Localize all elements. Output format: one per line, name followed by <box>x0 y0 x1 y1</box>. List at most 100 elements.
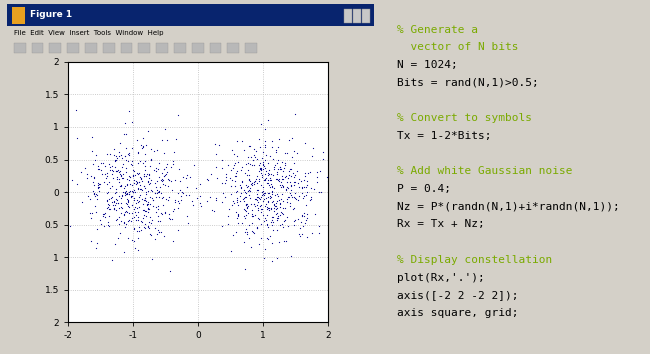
Point <box>163 198 174 203</box>
Point <box>144 219 155 225</box>
Point <box>262 180 272 186</box>
Point <box>242 204 253 209</box>
Point <box>114 193 124 199</box>
Point <box>292 168 302 173</box>
Point <box>150 190 161 195</box>
Point <box>221 171 231 176</box>
Point <box>250 203 260 209</box>
Point <box>155 185 166 190</box>
Point <box>286 253 296 258</box>
Point <box>144 231 155 236</box>
Point <box>229 183 240 189</box>
Point <box>120 183 131 188</box>
Point <box>107 183 117 189</box>
Point <box>140 221 150 227</box>
Point <box>133 179 144 185</box>
Text: % Convert to symbols: % Convert to symbols <box>397 113 532 123</box>
Point <box>253 187 263 193</box>
Point <box>239 206 250 211</box>
Point <box>142 199 153 205</box>
Point <box>265 206 276 212</box>
Point <box>266 205 276 211</box>
Point <box>292 216 303 222</box>
Point <box>140 167 150 172</box>
Point <box>250 196 260 202</box>
Point <box>129 238 140 244</box>
Bar <box>6 26 374 40</box>
Point <box>195 193 205 199</box>
Point <box>282 179 293 185</box>
Point <box>77 199 87 205</box>
Point <box>72 182 83 187</box>
Point <box>126 145 136 150</box>
Point <box>60 182 71 188</box>
Point <box>112 174 122 180</box>
Point <box>279 239 289 244</box>
Point <box>127 188 137 194</box>
Point <box>145 181 155 186</box>
Point <box>278 205 288 211</box>
Point <box>259 190 270 196</box>
Point <box>280 205 291 211</box>
Point <box>276 173 287 179</box>
Point <box>153 174 164 180</box>
Point <box>176 193 187 199</box>
Point <box>287 135 297 141</box>
Point <box>98 160 108 166</box>
Point <box>92 196 103 202</box>
Point <box>255 165 265 171</box>
Point <box>124 204 134 209</box>
Point <box>109 146 119 152</box>
Point <box>175 188 185 193</box>
Point <box>272 217 282 222</box>
Point <box>237 138 247 143</box>
Point <box>159 150 169 156</box>
Point <box>128 173 138 179</box>
Point <box>138 198 149 203</box>
Point <box>118 211 129 216</box>
Point <box>152 231 162 237</box>
Point <box>233 220 244 225</box>
Point <box>272 216 282 221</box>
Point <box>114 153 124 159</box>
Point <box>104 202 114 208</box>
Point <box>138 201 148 207</box>
Point <box>146 188 157 194</box>
Point <box>227 177 237 183</box>
Point <box>280 162 291 168</box>
Point <box>246 201 256 206</box>
Point <box>242 184 253 190</box>
Point <box>294 176 305 182</box>
Point <box>312 179 322 185</box>
Point <box>148 197 159 203</box>
Point <box>88 190 99 196</box>
Point <box>260 165 270 171</box>
Point <box>276 167 286 172</box>
Point <box>261 168 272 174</box>
Point <box>132 197 142 203</box>
Point <box>127 202 137 208</box>
Point <box>135 175 146 181</box>
Point <box>102 219 112 225</box>
Point <box>231 197 242 203</box>
Point <box>233 202 244 207</box>
Text: Nz = P*(randn(N,1)+i*randn(N,1));: Nz = P*(randn(N,1)+i*randn(N,1)); <box>397 202 620 212</box>
Point <box>86 215 96 221</box>
Point <box>289 195 300 201</box>
Point <box>265 184 275 190</box>
Point <box>236 185 246 191</box>
Point <box>240 161 251 167</box>
Point <box>170 199 181 205</box>
Point <box>240 201 251 207</box>
Point <box>240 182 251 188</box>
Point <box>260 190 270 196</box>
Point <box>116 204 127 210</box>
Point <box>107 163 117 169</box>
Point <box>131 137 142 143</box>
Point <box>90 210 101 215</box>
Point <box>155 218 166 224</box>
Point <box>111 218 122 223</box>
Point <box>116 175 127 180</box>
Point <box>254 168 264 173</box>
Point <box>298 193 309 198</box>
